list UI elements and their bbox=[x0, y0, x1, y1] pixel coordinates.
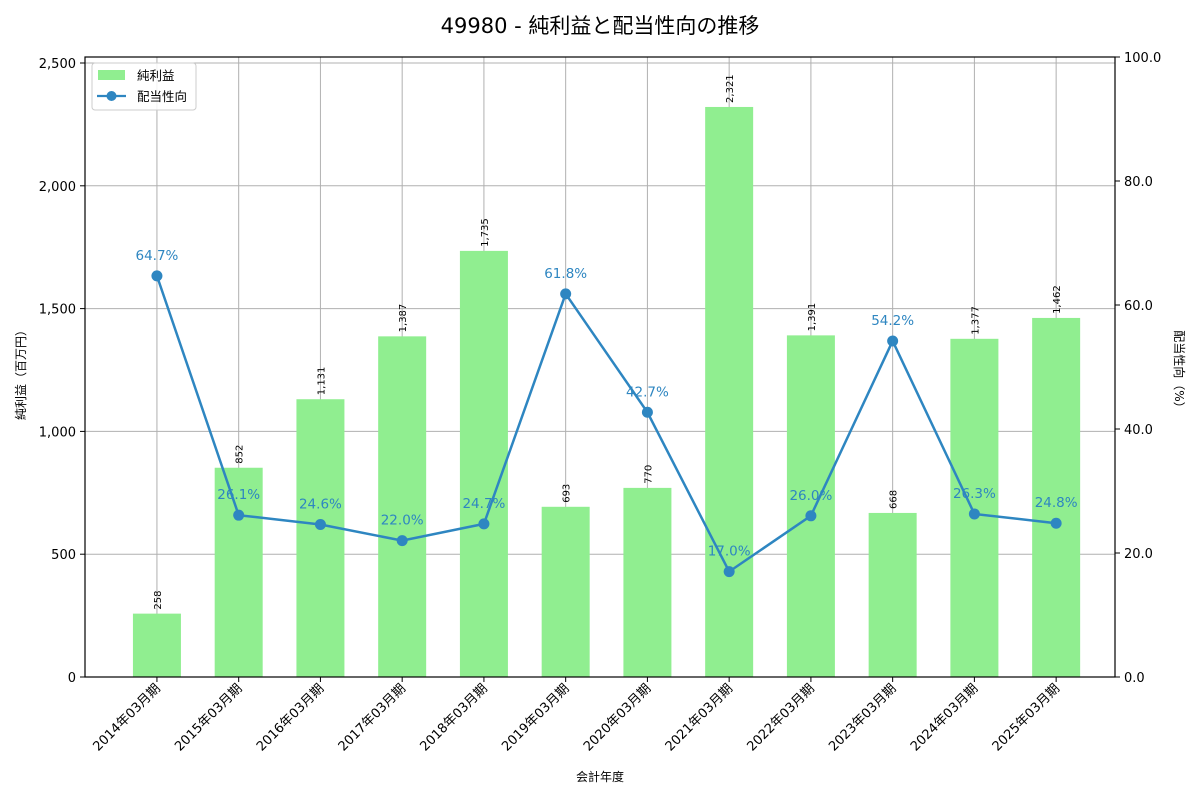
bar bbox=[296, 399, 345, 677]
payout-value-label: 24.8% bbox=[1035, 495, 1078, 511]
right-tick-label: 100.0 bbox=[1124, 51, 1161, 66]
legend: 純利益 配当性向 bbox=[91, 62, 197, 111]
payout-value-label: 22.0% bbox=[381, 513, 424, 529]
bar bbox=[623, 487, 672, 677]
line-marker bbox=[560, 288, 572, 300]
line-marker bbox=[805, 510, 817, 522]
x-tick-label: 2017年03月期 bbox=[336, 681, 409, 754]
right-tick-label: 40.0 bbox=[1124, 423, 1153, 438]
bar-value-label: 1,462 bbox=[1052, 285, 1063, 314]
line-marker bbox=[478, 518, 490, 530]
line-payout-ratio bbox=[151, 270, 1062, 578]
payout-value-label: 26.0% bbox=[789, 488, 832, 504]
bar-value-label: 693 bbox=[562, 484, 573, 503]
bars-net-income bbox=[132, 106, 1081, 677]
right-axis-label: 配当性向（%） bbox=[1172, 330, 1187, 413]
x-axis-label: 会計年度 bbox=[576, 769, 624, 784]
payout-labels: 64.7% 26.1% 24.6% 22.0% 24.7% 61.8% 42.7% 17.0%… bbox=[135, 248, 1077, 560]
bar-labels: 258 852 1,131 1,387 1,735 693 770 2,321 1,391 668… bbox=[153, 74, 1063, 609]
legend-bar-swatch bbox=[98, 70, 125, 80]
legend-line-marker bbox=[106, 91, 117, 101]
bar-value-label: 668 bbox=[889, 490, 900, 509]
x-tick-label: 2023年03月期 bbox=[826, 681, 899, 754]
payout-value-label: 24.7% bbox=[462, 496, 505, 512]
legend-payout-ratio: 配当性向 bbox=[137, 89, 187, 104]
left-tick-label: 1,500 bbox=[39, 303, 76, 318]
line-marker bbox=[968, 508, 980, 520]
payout-value-label: 17.0% bbox=[708, 544, 751, 560]
right-axis-ticks: 0.0 20.0 40.0 60.0 80.0 100.0 bbox=[1115, 51, 1161, 686]
line-marker bbox=[641, 406, 653, 418]
payout-value-label: 61.8% bbox=[544, 266, 587, 282]
line-marker bbox=[233, 509, 245, 521]
x-tick-label: 2025年03月期 bbox=[990, 681, 1063, 754]
left-tick-label: 2,500 bbox=[39, 57, 76, 72]
left-axis-ticks: 0 500 1,000 1,500 2,000 2,500 bbox=[39, 57, 85, 686]
x-tick-label: 2014年03月期 bbox=[90, 681, 163, 754]
left-tick-label: 500 bbox=[51, 548, 76, 563]
line-marker bbox=[723, 566, 735, 578]
bar-value-label: 2,321 bbox=[725, 74, 736, 103]
right-tick-label: 20.0 bbox=[1124, 547, 1153, 562]
bar bbox=[541, 506, 590, 677]
x-axis-ticks: 2014年03月期 2015年03月期 2016年03月期 2017年03月期 2018… bbox=[90, 677, 1063, 755]
legend-net-income: 純利益 bbox=[137, 68, 175, 83]
payout-value-label: 26.1% bbox=[217, 487, 260, 503]
left-tick-label: 0 bbox=[68, 671, 76, 686]
line-marker bbox=[151, 270, 163, 282]
line-marker bbox=[314, 518, 326, 530]
payout-value-label: 42.7% bbox=[626, 384, 669, 400]
bar bbox=[459, 250, 508, 677]
bar-value-label: 1,391 bbox=[807, 303, 818, 332]
line-marker bbox=[396, 535, 408, 547]
bar-value-label: 1,735 bbox=[480, 218, 491, 247]
x-tick-label: 2021年03月期 bbox=[663, 681, 736, 754]
bar bbox=[214, 467, 263, 677]
plot-frame bbox=[84, 56, 1116, 678]
x-tick-label: 2022年03月期 bbox=[744, 681, 817, 754]
right-tick-label: 0.0 bbox=[1124, 671, 1145, 686]
payout-value-label: 26.3% bbox=[953, 486, 996, 502]
payout-value-label: 64.7% bbox=[135, 248, 178, 264]
x-tick-label: 2024年03月期 bbox=[908, 681, 981, 754]
x-tick-label: 2016年03月期 bbox=[254, 681, 327, 754]
line-marker bbox=[887, 335, 899, 347]
x-tick-label: 2019年03月期 bbox=[499, 681, 572, 754]
left-tick-label: 2,000 bbox=[39, 180, 76, 195]
bar bbox=[132, 613, 181, 677]
left-axis-label: 純利益（百万円） bbox=[14, 324, 28, 420]
bar-value-label: 1,377 bbox=[970, 306, 981, 335]
bar bbox=[868, 512, 917, 677]
bar-value-label: 852 bbox=[235, 445, 246, 464]
bar bbox=[786, 335, 835, 677]
left-tick-label: 1,000 bbox=[39, 425, 76, 440]
x-tick-label: 2015年03月期 bbox=[172, 681, 245, 754]
payout-value-label: 54.2% bbox=[871, 313, 914, 329]
bar-value-label: 1,131 bbox=[316, 367, 327, 396]
right-tick-label: 80.0 bbox=[1124, 175, 1153, 190]
x-tick-label: 2018年03月期 bbox=[417, 681, 490, 754]
bar-value-label: 770 bbox=[643, 465, 654, 484]
line-marker bbox=[1050, 517, 1062, 529]
payout-value-label: 24.6% bbox=[299, 496, 342, 512]
bar bbox=[1032, 317, 1081, 677]
bar-value-label: 1,387 bbox=[398, 304, 409, 333]
bar bbox=[378, 336, 427, 677]
right-tick-label: 60.0 bbox=[1124, 299, 1153, 314]
bar bbox=[705, 106, 754, 677]
chart-title: 49980 - 純利益と配当性向の推移 bbox=[441, 14, 760, 38]
bar-value-label: 258 bbox=[153, 591, 164, 610]
bar bbox=[950, 338, 999, 677]
x-tick-label: 2020年03月期 bbox=[581, 681, 654, 754]
